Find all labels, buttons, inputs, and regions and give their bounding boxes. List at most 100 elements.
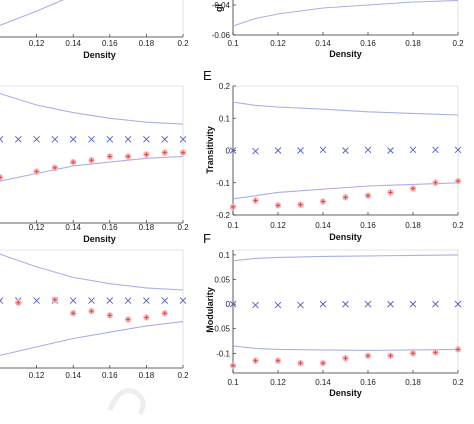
cross-marker: [274, 147, 282, 154]
cross-marker: [69, 297, 77, 304]
cross-marker: [14, 135, 22, 143]
cross-marker: [387, 300, 394, 308]
star-marker: [33, 168, 40, 175]
cross-marker: [297, 301, 304, 309]
x-tick-label: 0.2: [452, 221, 464, 230]
confidence-band-line-1: [0, 0, 65, 26]
y-axis-label: Transitivity: [205, 126, 215, 174]
chart-panel-top-left: 0.12 0.14 0.16 0.18 0.2 Density: [0, 0, 189, 60]
x-tick-label: 0.12: [270, 39, 286, 48]
cross-marker: [161, 135, 169, 143]
x-tick-label: 0.2: [177, 371, 189, 380]
star-marker: [70, 310, 77, 317]
x-axis-label: Density: [329, 388, 362, 398]
star-marker: [0, 174, 4, 181]
star-marker: [229, 362, 237, 369]
cross-marker: [364, 146, 372, 154]
cross-marker: [454, 300, 462, 308]
star-marker: [297, 201, 304, 208]
y-tick-label: 0.05: [214, 276, 230, 285]
x-tick-label: 0.16: [102, 39, 118, 48]
cross-marker: [124, 297, 132, 304]
cross-marker: [364, 300, 372, 308]
cross-marker: [342, 147, 349, 154]
star-marker: [364, 192, 372, 199]
star-marker: [161, 310, 168, 317]
y-axis-label: Modularity: [205, 287, 215, 333]
star-marker: [51, 164, 59, 172]
x-axis-label: Density: [83, 50, 116, 60]
cross-marker: [319, 146, 327, 154]
y-tick-label: -0.2: [216, 211, 230, 220]
cross-marker: [229, 300, 237, 308]
confidence-band-line-2: [232, 182, 459, 200]
star-marker: [274, 357, 282, 364]
cross-marker: [124, 135, 132, 143]
star-marker: [143, 314, 150, 321]
chart-panel-top-right: 0.1 0.12 0.14 0.16 0.18 0.2 -0.04 -0.06 Density g…: [212, 0, 464, 59]
confidence-band-line-1: [0, 253, 184, 291]
star-marker: [252, 357, 259, 364]
x-tick-label: 0.18: [405, 39, 421, 48]
y-tick-label: -0.1: [216, 179, 230, 188]
cross-marker: [143, 135, 150, 143]
x-axis-label: Density: [83, 234, 116, 244]
star-marker: [15, 299, 22, 306]
cross-marker: [179, 135, 187, 143]
chart-panel-panel-F: 0.1 0.12 0.14 0.16 0.18 0.2 0.1 0.05 0 -0.05 -0.1 D…: [203, 231, 464, 398]
y-tick-label: 0: [226, 300, 231, 309]
cross-marker: [51, 135, 59, 143]
x-tick-label: 0.18: [139, 39, 155, 48]
cross-marker: [297, 147, 304, 154]
x-tick-label: 0.2: [177, 39, 189, 48]
star-marker: [364, 352, 372, 359]
cross-marker: [342, 300, 349, 308]
y-tick-label: 0: [226, 147, 231, 156]
cross-marker: [106, 297, 114, 304]
star-marker: [342, 355, 349, 362]
x-tick-label: 0.2: [452, 378, 464, 387]
star-marker: [106, 312, 114, 319]
x-tick-label: 0.14: [65, 39, 81, 48]
x-axis-label: Density: [329, 49, 362, 59]
x-tick-label: 0.12: [270, 221, 286, 230]
star-marker: [274, 202, 282, 209]
star-marker: [51, 296, 59, 303]
star-marker: [88, 157, 95, 164]
cross-marker: [252, 301, 259, 309]
cross-marker: [69, 135, 77, 143]
confidence-band-line-1: [232, 254, 459, 262]
x-tick-label: 0.18: [139, 371, 155, 380]
x-tick-label: 0.18: [405, 221, 421, 230]
x-tick-label: 0.16: [360, 39, 376, 48]
star-marker: [409, 350, 417, 357]
star-marker: [124, 316, 132, 323]
y-tick-label: -0.05: [212, 325, 231, 334]
star-marker: [88, 307, 95, 315]
cross-marker: [274, 301, 282, 309]
x-tick-label: 0.1: [227, 39, 239, 48]
cross-marker: [409, 146, 417, 154]
cross-marker: [252, 147, 259, 155]
cross-marker: [387, 147, 394, 154]
x-tick-label: 0.12: [270, 378, 286, 387]
star-marker: [229, 203, 237, 211]
x-tick-label: 0.1: [227, 378, 239, 387]
y-tick-label: 0.2: [219, 82, 231, 91]
star-marker: [179, 149, 187, 156]
cross-marker: [88, 135, 95, 143]
star-marker: [454, 346, 462, 353]
x-tick-label: 0.12: [29, 39, 45, 48]
panel-label: F: [203, 231, 211, 246]
x-axis-label: Density: [329, 232, 362, 242]
cross-marker: [454, 146, 462, 154]
cross-marker: [106, 135, 114, 143]
star-marker: [342, 194, 349, 201]
cross-marker: [432, 300, 439, 308]
y-tick-label: 0.1: [219, 114, 231, 123]
confidence-band-line-2: [232, 345, 459, 351]
confidence-band-line-2: [0, 155, 184, 182]
star-marker: [143, 151, 150, 158]
confidence-band-line-1: [232, 101, 459, 116]
